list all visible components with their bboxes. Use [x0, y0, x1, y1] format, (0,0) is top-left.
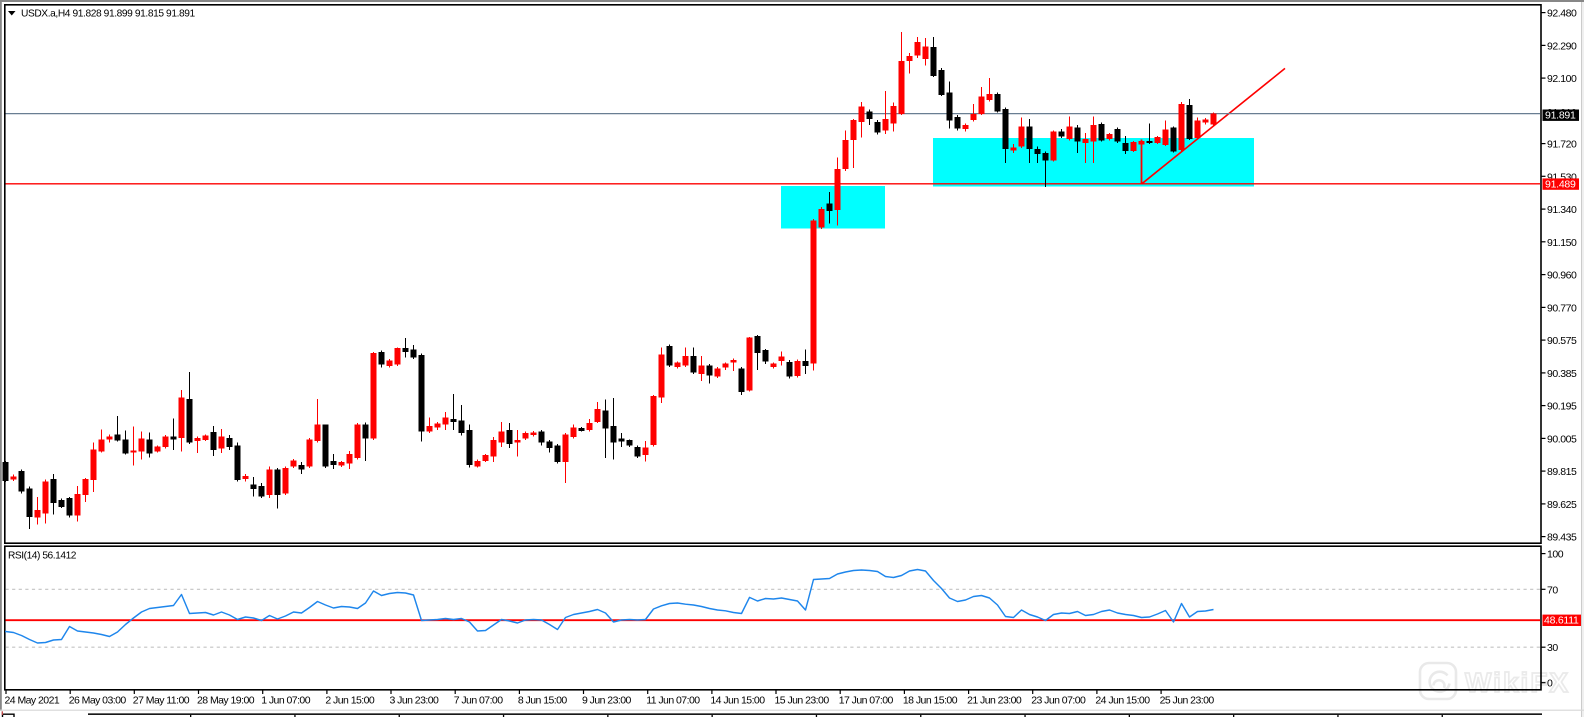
- svg-text:91.150: 91.150: [1547, 237, 1577, 249]
- svg-text:90.770: 90.770: [1547, 302, 1577, 314]
- svg-text:92.100: 92.100: [1547, 73, 1577, 85]
- svg-text:9 Jun 23:00: 9 Jun 23:00: [582, 695, 632, 707]
- svg-text:1 Jun 07:00: 1 Jun 07:00: [261, 695, 311, 707]
- svg-text:17 Jun 07:00: 17 Jun 07:00: [839, 695, 894, 707]
- svg-text:2 Jun 15:00: 2 Jun 15:00: [325, 695, 375, 707]
- svg-text:28 May 19:00: 28 May 19:00: [197, 695, 255, 707]
- svg-text:15 Jun 23:00: 15 Jun 23:00: [775, 695, 830, 707]
- svg-text:89.435: 89.435: [1547, 532, 1577, 544]
- svg-text:90.385: 90.385: [1547, 368, 1577, 380]
- svg-text:RSI(14) 56.1412: RSI(14) 56.1412: [8, 551, 77, 562]
- svg-text:48.6111: 48.6111: [1544, 615, 1579, 627]
- svg-text:24 Jun 15:00: 24 Jun 15:00: [1095, 695, 1150, 707]
- svg-text:14 Jun 15:00: 14 Jun 15:00: [710, 695, 765, 707]
- svg-text:21 Jun 23:00: 21 Jun 23:00: [967, 695, 1022, 707]
- svg-text:89.625: 89.625: [1547, 499, 1577, 511]
- svg-text:90.575: 90.575: [1547, 335, 1577, 347]
- svg-text:26 May 03:00: 26 May 03:00: [69, 695, 127, 707]
- svg-text:91.720: 91.720: [1547, 139, 1577, 151]
- svg-text:18 Jun 15:00: 18 Jun 15:00: [903, 695, 958, 707]
- svg-text:7 Jun 07:00: 7 Jun 07:00: [454, 695, 504, 707]
- svg-text:3 Jun 23:00: 3 Jun 23:00: [390, 695, 440, 707]
- svg-text:100: 100: [1547, 549, 1564, 561]
- svg-text:90.005: 90.005: [1547, 433, 1577, 445]
- svg-text:0: 0: [1547, 678, 1553, 690]
- svg-text:30: 30: [1547, 642, 1558, 654]
- svg-text:WikiFX: WikiFX: [1465, 667, 1570, 698]
- svg-text:USDX.a,H4 91.828 91.899 91.81: USDX.a,H4 91.828 91.899 91.815 91.891: [21, 9, 196, 20]
- svg-text:70: 70: [1547, 584, 1558, 596]
- svg-text:91.891: 91.891: [1545, 109, 1576, 121]
- svg-text:90.960: 90.960: [1547, 270, 1577, 282]
- svg-text:89.815: 89.815: [1547, 466, 1577, 478]
- svg-text:27 May 11:00: 27 May 11:00: [133, 695, 190, 707]
- svg-text:11 Jun 07:00: 11 Jun 07:00: [646, 695, 700, 707]
- svg-text:91.489: 91.489: [1545, 178, 1576, 190]
- svg-text:92.290: 92.290: [1547, 40, 1577, 52]
- svg-text:23 Jun 07:00: 23 Jun 07:00: [1031, 695, 1086, 707]
- svg-text:8 Jun 15:00: 8 Jun 15:00: [518, 695, 568, 707]
- svg-text:92.480: 92.480: [1547, 8, 1577, 20]
- svg-text:24 May 2021: 24 May 2021: [5, 695, 60, 707]
- svg-text:25 Jun 23:00: 25 Jun 23:00: [1160, 695, 1215, 707]
- svg-text:91.340: 91.340: [1547, 204, 1577, 216]
- svg-text:90.195: 90.195: [1547, 401, 1577, 413]
